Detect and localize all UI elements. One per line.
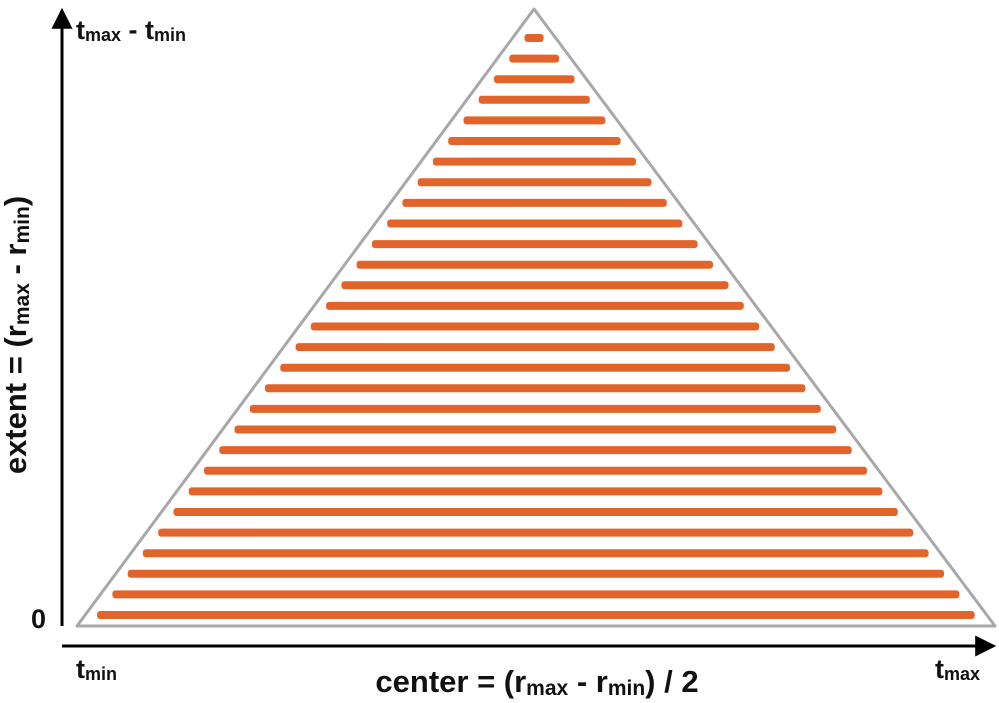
stripe-fill bbox=[97, 34, 975, 619]
stripe bbox=[509, 54, 560, 63]
stripe bbox=[432, 157, 636, 166]
stripe bbox=[341, 281, 729, 290]
stripe bbox=[295, 343, 775, 352]
stripe bbox=[494, 75, 575, 84]
stripe bbox=[219, 446, 852, 455]
stripe bbox=[463, 116, 606, 125]
stripe bbox=[478, 95, 590, 104]
stripe bbox=[127, 569, 944, 578]
y-axis-max-label: tmax - tmin bbox=[76, 15, 186, 45]
stripe bbox=[265, 384, 806, 393]
stripe bbox=[417, 178, 652, 187]
x-axis-max-label: tmax bbox=[935, 654, 980, 684]
stripe bbox=[204, 466, 867, 475]
stripe bbox=[524, 34, 544, 42]
y-axis-zero-label: 0 bbox=[31, 604, 46, 634]
stripe bbox=[188, 487, 883, 496]
stripe bbox=[280, 363, 790, 372]
stripe bbox=[158, 528, 914, 537]
y-axis-title: extent = (rmax - rmin) bbox=[0, 196, 34, 474]
stripe bbox=[310, 322, 760, 331]
stripe bbox=[356, 260, 713, 269]
x-axis-title: center = (rmax - rmin) / 2 bbox=[375, 664, 698, 700]
stripe bbox=[448, 137, 621, 145]
stripe bbox=[249, 404, 821, 413]
stripe bbox=[387, 219, 683, 228]
stripe bbox=[402, 198, 667, 207]
stripe bbox=[173, 508, 898, 516]
stripe bbox=[142, 549, 929, 558]
stripe bbox=[97, 611, 975, 619]
x-axis-min-label: tmin bbox=[76, 654, 117, 684]
stripe bbox=[326, 301, 744, 310]
triangle-outline bbox=[75, 7, 997, 628]
stripe bbox=[234, 425, 837, 434]
stripe bbox=[112, 590, 960, 599]
stripe bbox=[371, 240, 698, 249]
